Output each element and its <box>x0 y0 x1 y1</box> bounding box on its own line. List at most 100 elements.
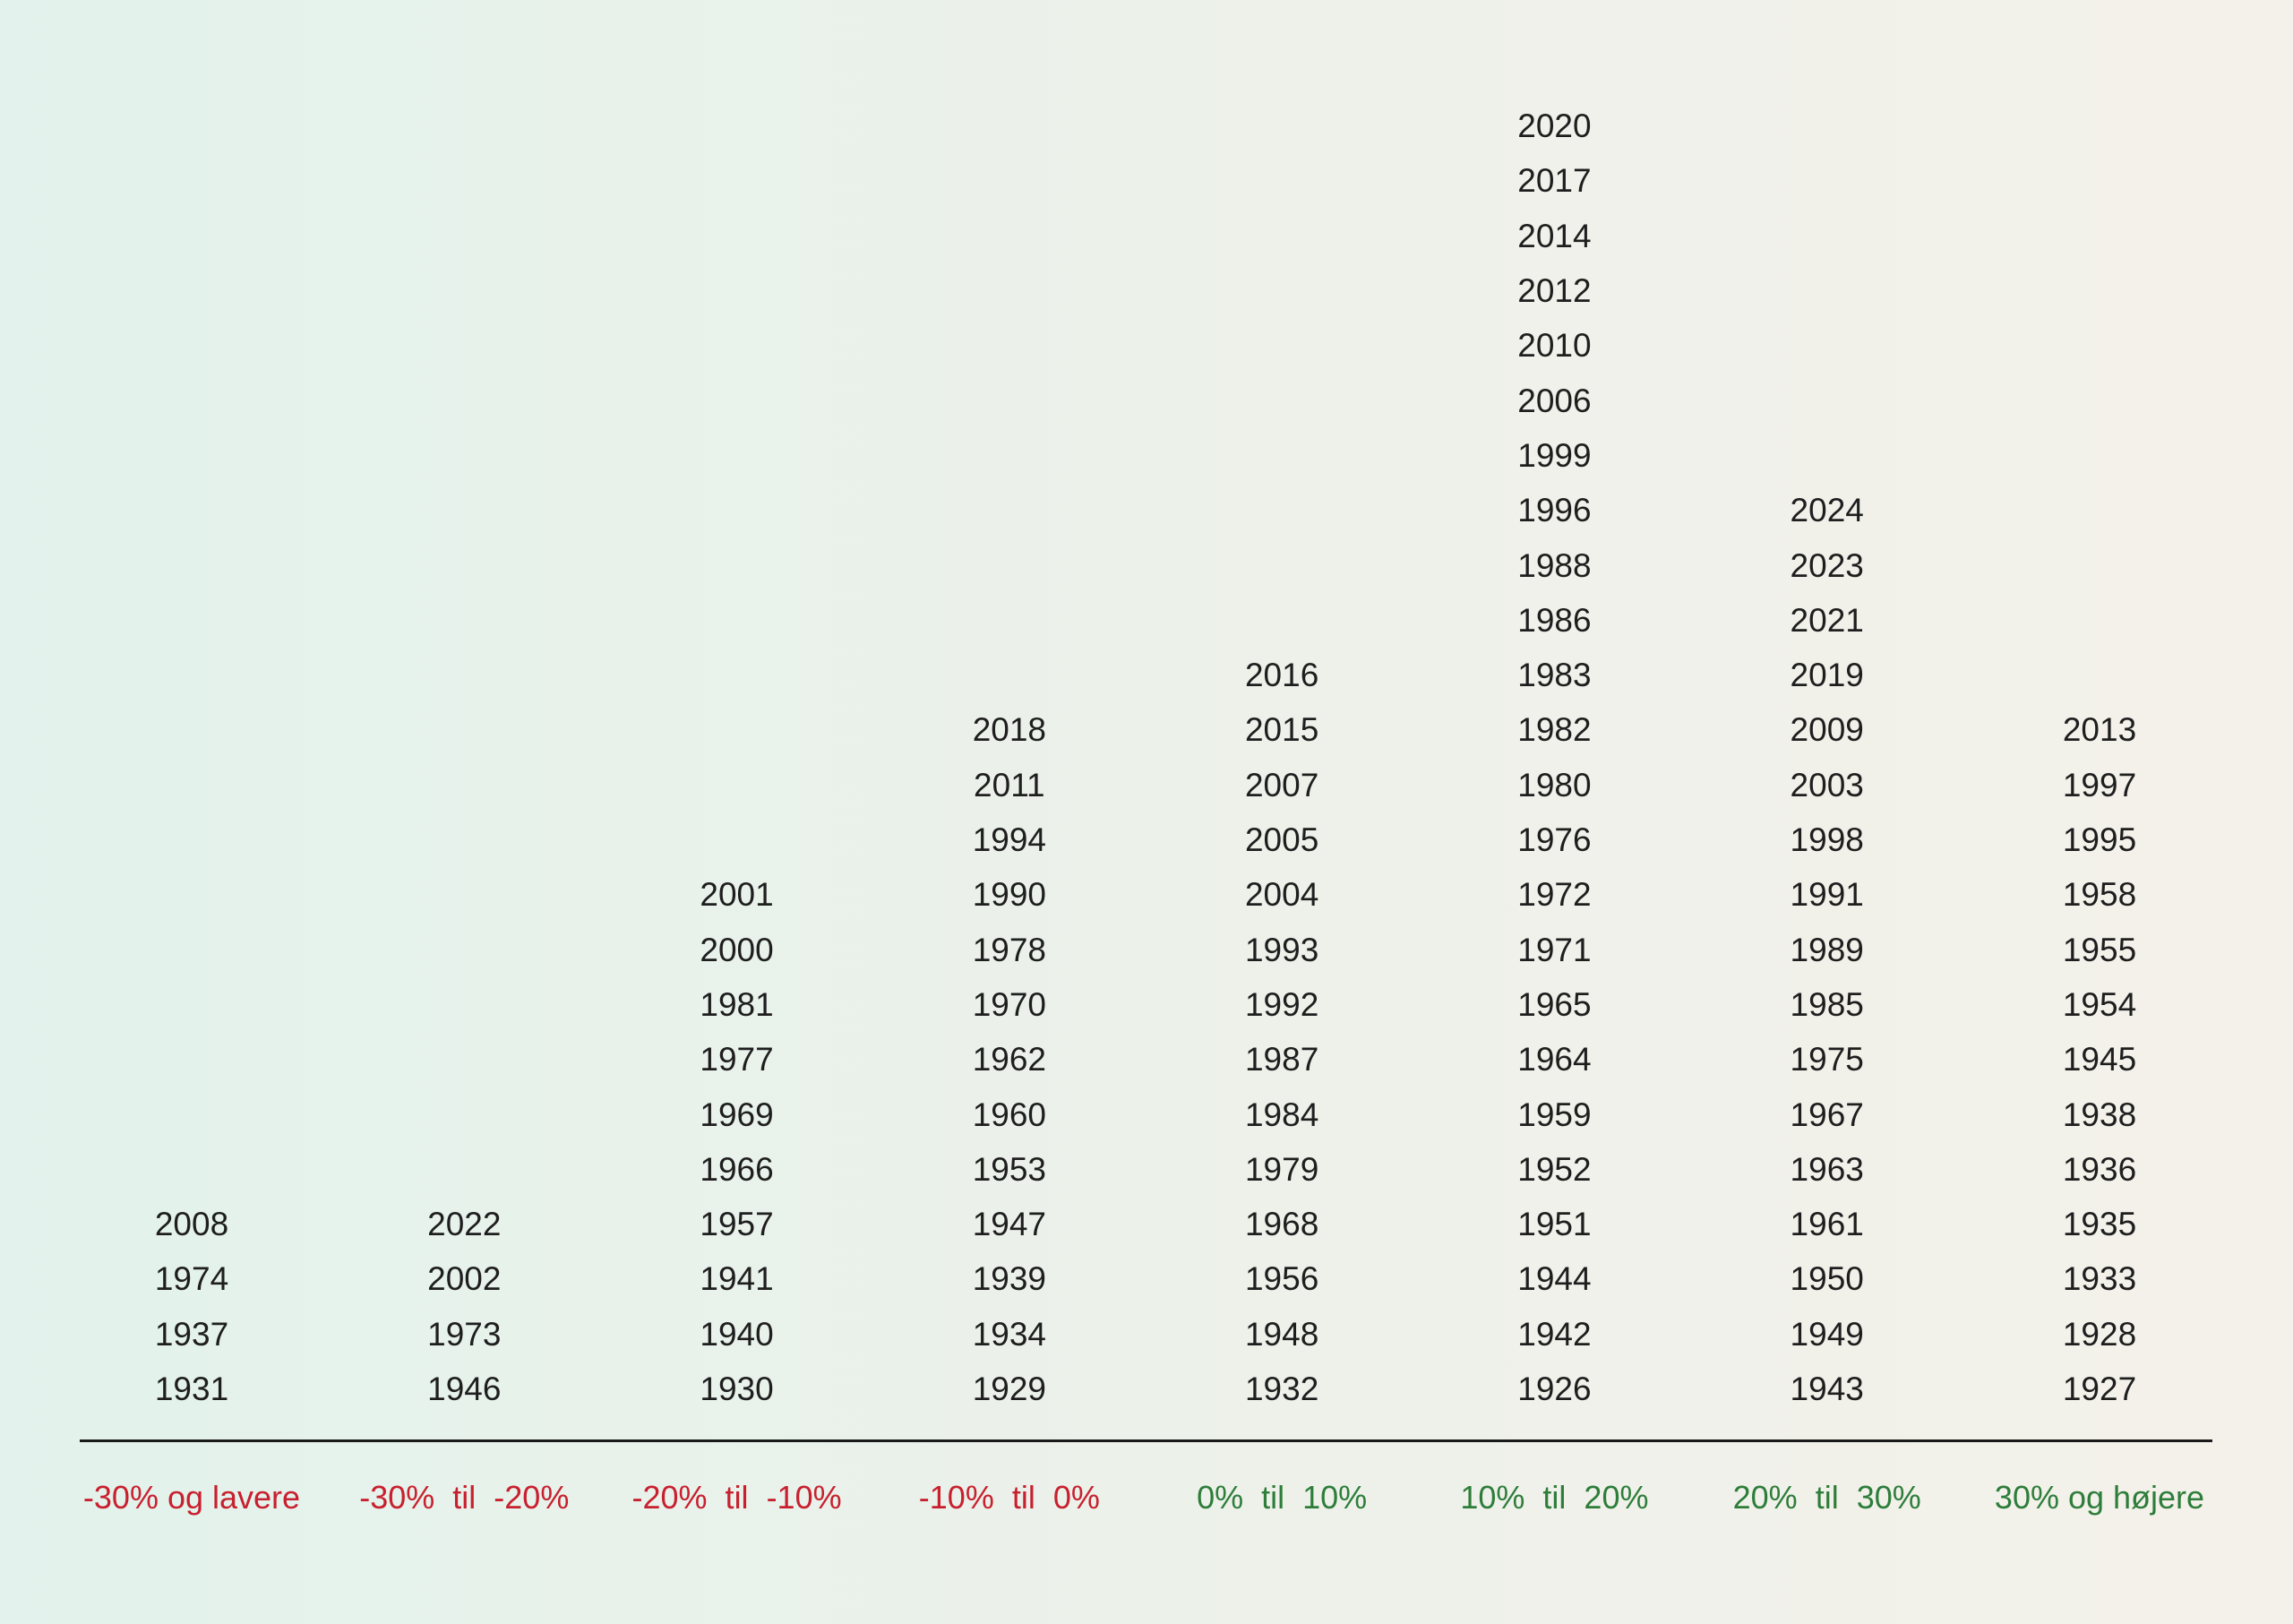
year-label: 2022 <box>427 1206 502 1243</box>
year-label: 2000 <box>700 931 774 968</box>
year-label: 1985 <box>1790 985 1864 1023</box>
year-label: 1998 <box>1790 821 1864 858</box>
year-label: 1934 <box>972 1315 1046 1353</box>
year-label: 1962 <box>972 1041 1046 1078</box>
year-label: 2024 <box>1790 492 1864 529</box>
year-label: 1996 <box>1517 492 1592 529</box>
year-label: 2004 <box>1244 876 1319 914</box>
year-label: 1978 <box>972 931 1046 968</box>
category-label: -30% til -20% <box>359 1479 570 1516</box>
year-label: 1965 <box>1517 985 1592 1023</box>
year-label: 2005 <box>1244 821 1319 858</box>
axis-line <box>80 1439 2212 1442</box>
year-label: 1950 <box>1790 1260 1864 1298</box>
year-label: 1947 <box>972 1206 1046 1243</box>
year-label: 1952 <box>1517 1150 1592 1188</box>
year-label: 1982 <box>1517 711 1592 749</box>
year-label: 1938 <box>2062 1096 2137 1133</box>
year-label: 1987 <box>1244 1041 1319 1078</box>
year-column: 2001 2000 1981 1977 1969 1966 1957 1941 1940 1930 <box>603 0 872 1624</box>
year-label: 1994 <box>972 821 1046 858</box>
year-label: 1940 <box>700 1315 774 1353</box>
year-label: 1960 <box>972 1096 1046 1133</box>
year-label: 1997 <box>2062 766 2137 803</box>
year-column: 2013 1997 1995 1958 1955 1954 1945 1938 1936 1935… <box>1965 0 2234 1624</box>
year-label: 2023 <box>1790 546 1864 584</box>
year-label: 1969 <box>700 1096 774 1133</box>
year-label: 1927 <box>2062 1371 2137 1407</box>
year-label: 1949 <box>1790 1315 1864 1353</box>
year-label: 1944 <box>1517 1260 1592 1298</box>
year-label: 1955 <box>2062 931 2137 968</box>
year-label: 2017 <box>1517 162 1592 200</box>
year-label: 1946 <box>427 1371 502 1407</box>
year-label: 2002 <box>427 1260 502 1298</box>
category-label: 0% til 10% <box>1197 1479 1368 1516</box>
year-label: 1930 <box>700 1371 774 1407</box>
year-label: 1967 <box>1790 1096 1864 1133</box>
year-label: 1937 <box>154 1315 229 1353</box>
year-label: 1981 <box>700 985 774 1023</box>
year-label: 1929 <box>972 1371 1046 1407</box>
year-label: 1972 <box>1517 876 1592 914</box>
year-column: 2016 2015 2007 2005 2004 1993 1992 1987 1984 1979… <box>1147 0 1416 1624</box>
year-label: 1936 <box>2062 1150 2137 1188</box>
year-label: 1961 <box>1790 1206 1864 1243</box>
year-label: 1968 <box>1244 1206 1319 1243</box>
category-label: 20% til 30% <box>1732 1479 1921 1516</box>
category-label: -10% til 0% <box>918 1479 1100 1516</box>
year-label: 1945 <box>2062 1041 2137 1078</box>
year-column: 2018 2011 1994 1990 1978 1970 1962 1960 1953 1947… <box>875 0 1144 1624</box>
year-label: 1970 <box>972 985 1046 1023</box>
year-label: 2016 <box>1244 657 1319 694</box>
category-label: 30% og højere <box>1994 1479 2205 1516</box>
year-label: 1939 <box>972 1260 1046 1298</box>
year-label: 2001 <box>700 876 774 914</box>
year-label: 2008 <box>154 1206 229 1243</box>
year-label: 1979 <box>1244 1150 1319 1188</box>
year-label: 1963 <box>1790 1150 1864 1188</box>
year-label: 1932 <box>1244 1371 1319 1407</box>
year-label: 1951 <box>1517 1206 1592 1243</box>
year-label: 1943 <box>1790 1371 1864 1407</box>
year-label: 2014 <box>1517 217 1592 254</box>
year-label: 2021 <box>1790 601 1864 639</box>
year-column: 2008 1974 1937 1931 <box>57 0 326 1624</box>
year-label: 1973 <box>427 1315 502 1353</box>
year-label: 2011 <box>974 766 1045 803</box>
year-label: 1957 <box>700 1206 774 1243</box>
year-label: 2012 <box>1517 272 1592 309</box>
year-label: 1926 <box>1517 1371 1592 1407</box>
year-label: 1966 <box>700 1150 774 1188</box>
year-label: 2018 <box>972 711 1046 749</box>
year-column: 2024 2023 2021 2019 2009 2003 1998 1991 1989 1985… <box>1693 0 1962 1624</box>
year-label: 1958 <box>2062 876 2137 914</box>
year-label: 2010 <box>1517 327 1592 365</box>
year-label: 2007 <box>1244 766 1319 803</box>
year-label: 1999 <box>1517 436 1592 474</box>
year-label: 1971 <box>1517 931 1592 968</box>
year-label: 2013 <box>2062 711 2137 749</box>
year-label: 1941 <box>700 1260 774 1298</box>
year-label: 1988 <box>1517 546 1592 584</box>
year-label: 2009 <box>1790 711 1864 749</box>
category-label: -30% og lavere <box>82 1479 301 1516</box>
year-label: 1993 <box>1244 931 1319 968</box>
year-label: 1933 <box>2062 1260 2137 1298</box>
year-label: 2015 <box>1244 711 1319 749</box>
category-label: 10% til 20% <box>1460 1479 1649 1516</box>
year-label: 1948 <box>1244 1315 1319 1353</box>
year-label: 1964 <box>1517 1041 1592 1078</box>
year-label: 1983 <box>1517 657 1592 694</box>
year-label: 1974 <box>154 1260 229 1298</box>
year-label: 2006 <box>1517 382 1592 419</box>
year-label: 1977 <box>700 1041 774 1078</box>
year-label: 1980 <box>1517 766 1592 803</box>
year-label: 2019 <box>1790 657 1864 694</box>
year-label: 2020 <box>1517 107 1592 145</box>
year-label: 1992 <box>1244 985 1319 1023</box>
year-label: 1954 <box>2062 985 2137 1023</box>
year-label: 1956 <box>1244 1260 1319 1298</box>
year-label: 1991 <box>1790 876 1864 914</box>
